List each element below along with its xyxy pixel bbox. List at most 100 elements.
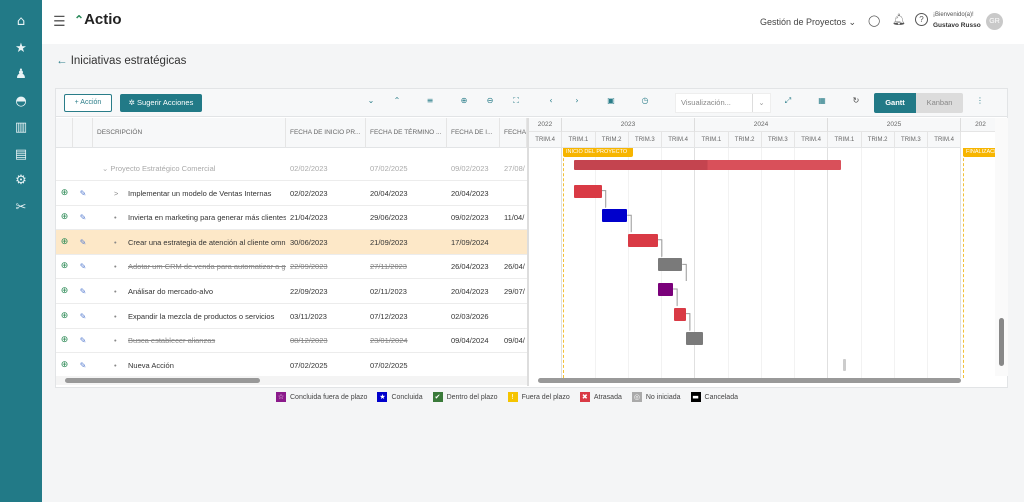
cell-date-4: 29/07/ — [504, 287, 525, 296]
table-row[interactable]: ⊕ ✎ • Análisar do mercado-alvo 22/09/2023 02/… — [56, 279, 527, 304]
collapse-all-icon[interactable]: ⌃ — [393, 96, 401, 105]
dashboard-icon[interactable]: ◓ — [15, 93, 27, 109]
avatar[interactable]: GR — [986, 13, 1003, 30]
table-row[interactable]: ⊕ ✎ > Implementar un modelo de Ventas Inter… — [56, 181, 527, 206]
add-action-button[interactable]: + Acción — [64, 94, 112, 112]
add-subtask-icon[interactable]: ⊕ — [60, 310, 69, 321]
edit-icon[interactable]: ✎ — [79, 311, 87, 321]
add-subtask-icon[interactable]: ⊕ — [60, 286, 69, 296]
chart-gear-icon[interactable]: ▥ — [14, 120, 28, 135]
task-bar[interactable] — [686, 332, 703, 346]
calendar-icon[interactable]: ▣ — [607, 96, 615, 105]
fullscreen-icon[interactable]: ⤢ — [784, 96, 792, 105]
tab-gantt[interactable]: Gantt — [874, 93, 916, 113]
tab-kanban[interactable]: Kanban — [916, 93, 963, 113]
col-end-date[interactable]: FECHA DE TÉRMINO ... — [366, 118, 447, 148]
task-bar[interactable] — [658, 258, 683, 272]
edit-icon[interactable]: ✎ — [79, 262, 87, 272]
next-icon[interactable]: › — [575, 96, 579, 105]
task-bar[interactable] — [602, 209, 628, 223]
add-subtask-icon[interactable]: ⊕ — [60, 212, 69, 223]
milestone-marker[interactable] — [843, 358, 847, 371]
table-row[interactable]: ⊕ ✎ • Busca establecer alianzas 08/12/2023 23… — [56, 328, 527, 354]
edit-icon[interactable]: ✎ — [79, 360, 87, 370]
zoom-out-icon[interactable]: ⊖ — [486, 96, 494, 105]
document-gear-icon[interactable]: ▤ — [14, 146, 28, 162]
cell-description[interactable]: Nueva Acción — [128, 360, 174, 370]
vscroll-thumb[interactable] — [999, 318, 1004, 366]
user-gear-icon[interactable]: ♟ — [15, 67, 27, 82]
refresh-icon[interactable]: ↻ — [852, 96, 860, 105]
task-bar[interactable] — [673, 307, 686, 321]
help-icon[interactable]: ? — [915, 13, 928, 26]
clock-icon[interactable]: ◷ — [641, 96, 649, 105]
group-bar[interactable] — [573, 160, 842, 170]
table-row[interactable]: ⊕ ✎ • Adotar um CRM de venda para automatiz… — [56, 254, 527, 280]
logo[interactable]: ⌃Actio — [74, 11, 122, 28]
expand-all-icon[interactable]: ⌄ — [367, 96, 375, 105]
grid-line — [827, 148, 829, 378]
edit-icon[interactable]: ✎ — [79, 237, 87, 247]
gantt-vscrollbar[interactable] — [995, 118, 1008, 376]
cell-description[interactable]: Implementar un modelo de Ventas Internas — [128, 188, 272, 198]
zoom-in-icon[interactable]: ⊕ — [460, 96, 468, 105]
table-row[interactable]: ⊕ ✎ • Invierta en marketing para generar má… — [56, 205, 527, 231]
add-subtask-icon[interactable]: ⊕ — [60, 187, 69, 198]
bell-icon[interactable]: 🔔︎ — [892, 13, 906, 26]
cell-description[interactable]: Busca establecer alianzas — [128, 336, 216, 346]
home-icon[interactable]: ⌂ — [16, 14, 26, 29]
edit-icon[interactable]: ✎ — [79, 188, 87, 198]
module-selector[interactable]: Gestión de Proyectos ⌄ — [760, 17, 857, 27]
view-select[interactable]: Visualización... ⌄ — [675, 93, 771, 113]
legend-swatch-icon: ! — [507, 392, 518, 402]
col-start-date[interactable]: FECHA DE INICIO PR... — [286, 118, 366, 148]
grid-scroll-thumb[interactable] — [65, 378, 260, 383]
more-icon[interactable]: ⋮ — [976, 96, 984, 105]
star-icon[interactable]: ★ — [15, 40, 27, 56]
cell-description[interactable]: Crear una estrategia de atención al clie… — [128, 237, 286, 247]
cell-description[interactable]: Invierta en marketing para generar más c… — [128, 213, 286, 223]
back-arrow-icon[interactable]: ← — [56, 55, 71, 67]
gantt-scroll-thumb[interactable] — [538, 378, 961, 383]
grid-icon[interactable]: ▦ — [818, 96, 826, 105]
task-bar[interactable] — [627, 233, 658, 247]
splitter[interactable] — [527, 118, 529, 386]
task-bar[interactable] — [573, 184, 602, 198]
grid-hscrollbar[interactable] — [56, 376, 527, 385]
cell-description[interactable]: Expandir la mezcla de productos o servic… — [128, 311, 275, 321]
add-subtask-icon[interactable]: ⊕ — [60, 335, 69, 346]
table-row[interactable]: ⊕ ✎ • Nueva Acción 07/02/2025 07/02/2025 — [56, 353, 527, 378]
prev-icon[interactable]: ‹ — [549, 96, 553, 105]
cell-start-date: 02/02/2023 — [290, 188, 328, 198]
suggest-actions-button[interactable]: ✲ Sugerir Acciones — [120, 94, 202, 112]
fit-icon[interactable]: ⛶ — [513, 96, 519, 105]
edit-icon[interactable]: ✎ — [79, 287, 87, 296]
group-row[interactable]: ⌄ Proyecto Estratégico Comercial 02/02/20… — [56, 156, 527, 181]
tools-icon[interactable]: ✂ — [15, 199, 27, 215]
quarter-header: TRIM.1 — [695, 132, 729, 148]
col-date-3[interactable]: FECHA DE I... — [447, 118, 500, 148]
indent-icon[interactable]: ≡ — [426, 96, 434, 105]
add-subtask-icon[interactable]: ⊕ — [60, 359, 69, 370]
dependency-link — [673, 288, 678, 307]
settings-icon[interactable]: ⚙ — [15, 173, 27, 188]
legend-swatch-icon: ✔ — [432, 392, 443, 402]
table-row[interactable]: ⊕ ✎ • Expandir la mezcla de productos o ser… — [56, 304, 527, 329]
edit-icon[interactable]: ✎ — [79, 213, 87, 223]
col-description[interactable]: DESCRIPCIÓN — [93, 118, 286, 148]
cell-description[interactable]: Adotar um CRM de venda para automatizar … — [128, 262, 286, 272]
cell-date-3: 20/04/2023 — [451, 287, 489, 296]
add-subtask-icon[interactable]: ⊕ — [60, 261, 69, 272]
expand-icon[interactable]: > — [114, 188, 119, 198]
add-subtask-icon[interactable]: ⊕ — [60, 236, 69, 247]
chat-icon[interactable]: ◯ — [868, 14, 881, 27]
chevron-down-icon[interactable]: ⌄ — [102, 164, 111, 173]
edit-icon[interactable]: ✎ — [79, 336, 87, 346]
task-bar[interactable] — [658, 283, 674, 296]
group-name[interactable]: ⌄ Proyecto Estratégico Comercial — [102, 156, 282, 181]
cell-description[interactable]: Análisar do mercado-alvo — [128, 287, 214, 296]
menu-icon[interactable]: ☰ — [53, 14, 66, 30]
table-row[interactable]: ⊕ ✎ • Crear una estrategia de atención al c… — [56, 229, 527, 255]
legend-item: ☆ Concluida fuera de plazo — [276, 392, 367, 402]
col-date-4[interactable]: FECHA — [500, 118, 527, 148]
